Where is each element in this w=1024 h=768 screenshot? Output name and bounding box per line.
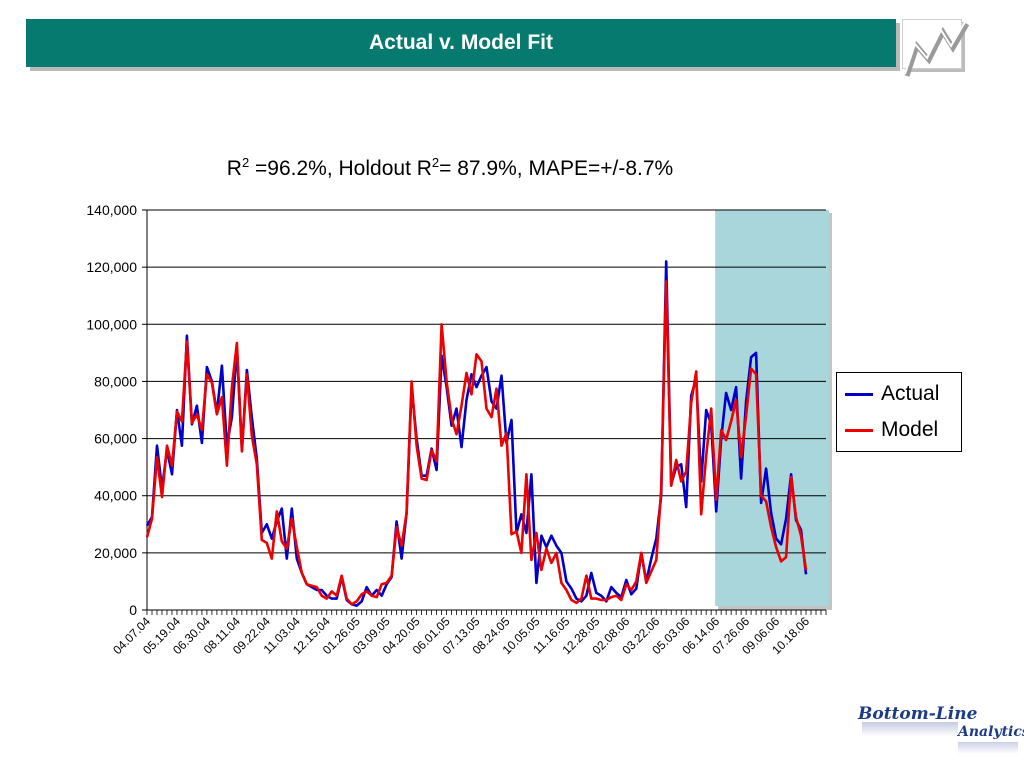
chart-title: R2 =96.2%, Holdout R2= 87.9%, MAPE=+/-8.… [226,155,674,180]
y-tick-label: 40,000 [94,488,137,504]
series-line-model [145,280,808,606]
y-tick-label: 140,000 [86,202,137,218]
page-title: Actual v. Model Fit [369,31,553,54]
y-tick-label: 120,000 [86,259,137,275]
legend: Actual Model [836,372,962,452]
y-tick-label: 100,000 [86,316,137,332]
legend-label-actual: Actual [881,382,940,405]
legend-item-model: Model [845,415,938,445]
y-tick-label: 20,000 [94,545,137,561]
title-bar: Actual v. Model Fit [26,19,896,67]
y-tick-label: 60,000 [94,431,137,447]
brand-name-line1: Bottom-Line [858,704,978,724]
series-line-actual [145,260,808,608]
zigzag-logo-icon [902,19,969,77]
legend-swatch-model [845,428,873,432]
brand-reflection [958,742,1018,754]
y-tick-label: 80,000 [94,373,137,389]
legend-item-actual: Actual [845,379,939,409]
legend-swatch-actual [845,392,873,396]
y-tick-label: 0 [129,602,137,618]
legend-label-model: Model [881,418,939,441]
brand-reflection [862,722,958,736]
brand-name-line2: Analytics [958,724,1024,740]
brand-logo: Bottom-Line Analytics [858,704,1024,764]
